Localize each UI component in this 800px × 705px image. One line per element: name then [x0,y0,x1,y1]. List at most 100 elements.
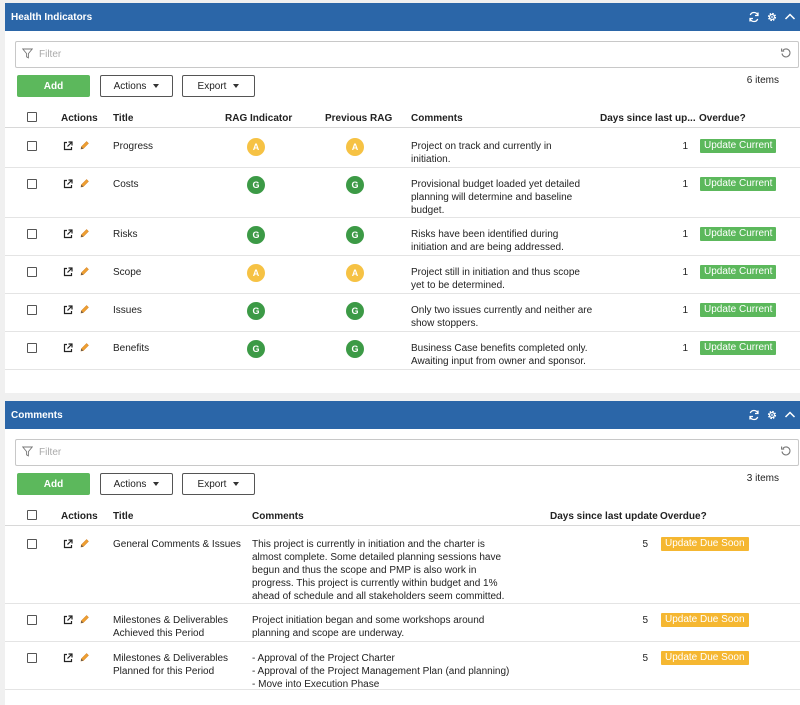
caret-down-icon [153,482,160,486]
row-checkbox[interactable] [27,229,37,239]
row-comment-line: progress. This project is currently with… [252,578,498,589]
previous-rag-indicator: G [346,302,364,320]
open-item-icon[interactable] [63,178,73,189]
open-item-icon[interactable] [63,140,73,151]
caret-down-icon [233,84,240,88]
row-comment-line: Only two issues currently and neither ar… [411,305,593,316]
edit-pencil-icon[interactable] [79,266,90,277]
open-item-icon[interactable] [63,304,73,315]
row-title: Issues [113,305,142,316]
comments-filter-bar[interactable] [15,439,799,466]
edit-pencil-icon[interactable] [79,652,90,663]
collapse-icon[interactable] [784,11,796,23]
edit-pencil-icon[interactable] [79,342,90,353]
row-title-line: Planned for this Period [113,666,215,677]
health-export-dropdown[interactable]: Export [182,75,255,97]
row-title: General Comments & Issues [113,538,248,551]
edit-pencil-icon[interactable] [79,140,90,151]
table-row: General Comments & Issues This project is… [5,528,800,604]
open-item-icon[interactable] [63,342,73,353]
col-title[interactable]: Title [113,511,134,522]
edit-pencil-icon[interactable] [79,614,90,625]
comments-item-count: 3 items [746,473,779,484]
row-title: Milestones & Deliverables Achieved this P… [113,614,248,640]
row-comment: Business Case benefits completed only. Aw… [411,342,596,368]
comments-export-label: Export [197,478,227,490]
open-item-icon[interactable] [63,614,73,625]
table-row: Milestones & Deliverables Planned for thi… [5,642,800,690]
health-add-button[interactable]: Add [17,75,90,97]
comments-export-dropdown[interactable]: Export [182,473,255,495]
row-comment: Project still in initiation and thus sco… [411,266,596,292]
row-title: Benefits [113,343,150,354]
row-checkbox[interactable] [27,179,37,189]
table-row: Issues G G Only two issues currently and ne… [5,294,800,332]
edit-pencil-icon[interactable] [79,304,90,315]
health-panel-title: Health Indicators [11,11,93,23]
edit-pencil-icon[interactable] [79,538,90,549]
collapse-icon[interactable] [784,409,796,421]
row-comment-line: planning and scope are underway. [252,628,405,639]
col-actions: Actions [61,113,98,124]
health-filter-input[interactable] [39,49,639,60]
row-checkbox[interactable] [27,343,37,353]
days-since-update: 1 [682,305,688,316]
comments-add-button[interactable]: Add [17,473,90,495]
col-title[interactable]: Title [113,113,134,124]
open-item-icon[interactable] [63,228,73,239]
comments-panel-title: Comments [11,409,63,421]
reset-filter-icon[interactable] [780,445,792,460]
row-comment: Risks have been identified during initiat… [411,228,596,254]
health-filter-bar[interactable] [15,41,799,68]
row-checkbox[interactable] [27,539,37,549]
row-actions [63,652,90,663]
gear-icon[interactable] [766,409,778,421]
col-days[interactable]: Days since last update [550,511,658,522]
row-comment: - Approval of the Project Charter - Appro… [252,652,522,691]
edit-pencil-icon[interactable] [79,178,90,189]
row-comment-line: Project on track and currently in [411,141,552,152]
row-comment: Provisional budget loaded yet detailed pl… [411,178,596,217]
col-days[interactable]: Days since last up... [600,113,696,124]
row-checkbox[interactable] [27,267,37,277]
previous-rag-indicator: A [346,138,364,156]
row-comment-line: show stoppers. [411,318,479,329]
days-since-update: 1 [682,229,688,240]
caret-down-icon [233,482,240,486]
row-checkbox[interactable] [27,141,37,151]
table-row: Costs G G Provisional budget loaded yet det… [5,168,800,218]
edit-pencil-icon[interactable] [79,228,90,239]
comments-actions-dropdown[interactable]: Actions [100,473,173,495]
select-all-checkbox[interactable] [27,510,37,520]
health-item-count: 6 items [746,75,779,86]
open-item-icon[interactable] [63,652,73,663]
rag-indicator: G [247,176,265,194]
col-rag[interactable]: RAG Indicator [225,113,293,124]
row-actions [63,228,90,239]
row-actions [63,178,90,189]
comments-panel: Comments Add Actions [5,401,800,705]
col-overdue[interactable]: Overdue? [660,511,707,522]
health-actions-dropdown[interactable]: Actions [100,75,173,97]
select-all-checkbox[interactable] [27,112,37,122]
health-actions-label: Actions [113,80,147,92]
col-prev-rag[interactable]: Previous RAG [325,113,393,124]
refresh-icon[interactable] [748,11,760,23]
row-comment-line: This project is currently in initiation … [252,539,485,550]
comments-panel-header: Comments [5,401,800,429]
open-item-icon[interactable] [63,266,73,277]
row-checkbox[interactable] [27,653,37,663]
comments-filter-input[interactable] [39,447,639,458]
row-comment-line: Awaiting input from owner and sponsor. [411,356,586,367]
open-item-icon[interactable] [63,538,73,549]
reset-filter-icon[interactable] [780,47,792,62]
refresh-icon[interactable] [748,409,760,421]
row-actions [63,304,90,315]
col-overdue[interactable]: Overdue? [699,113,746,124]
col-comments[interactable]: Comments [252,511,304,522]
row-checkbox[interactable] [27,615,37,625]
gear-icon[interactable] [766,11,778,23]
filter-icon [21,446,34,460]
row-checkbox[interactable] [27,305,37,315]
col-comments[interactable]: Comments [411,113,463,124]
